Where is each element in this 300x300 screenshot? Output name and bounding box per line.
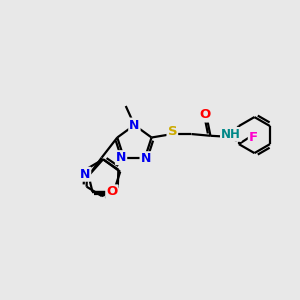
Text: S: S [108,189,117,202]
Text: N: N [116,151,126,164]
Text: S: S [167,125,177,139]
Text: F: F [249,131,258,144]
Text: N: N [80,168,90,181]
Text: NH: NH [221,128,241,141]
Text: O: O [199,109,211,122]
Text: O: O [106,185,118,198]
Text: N: N [140,152,151,165]
Text: N: N [129,118,140,132]
